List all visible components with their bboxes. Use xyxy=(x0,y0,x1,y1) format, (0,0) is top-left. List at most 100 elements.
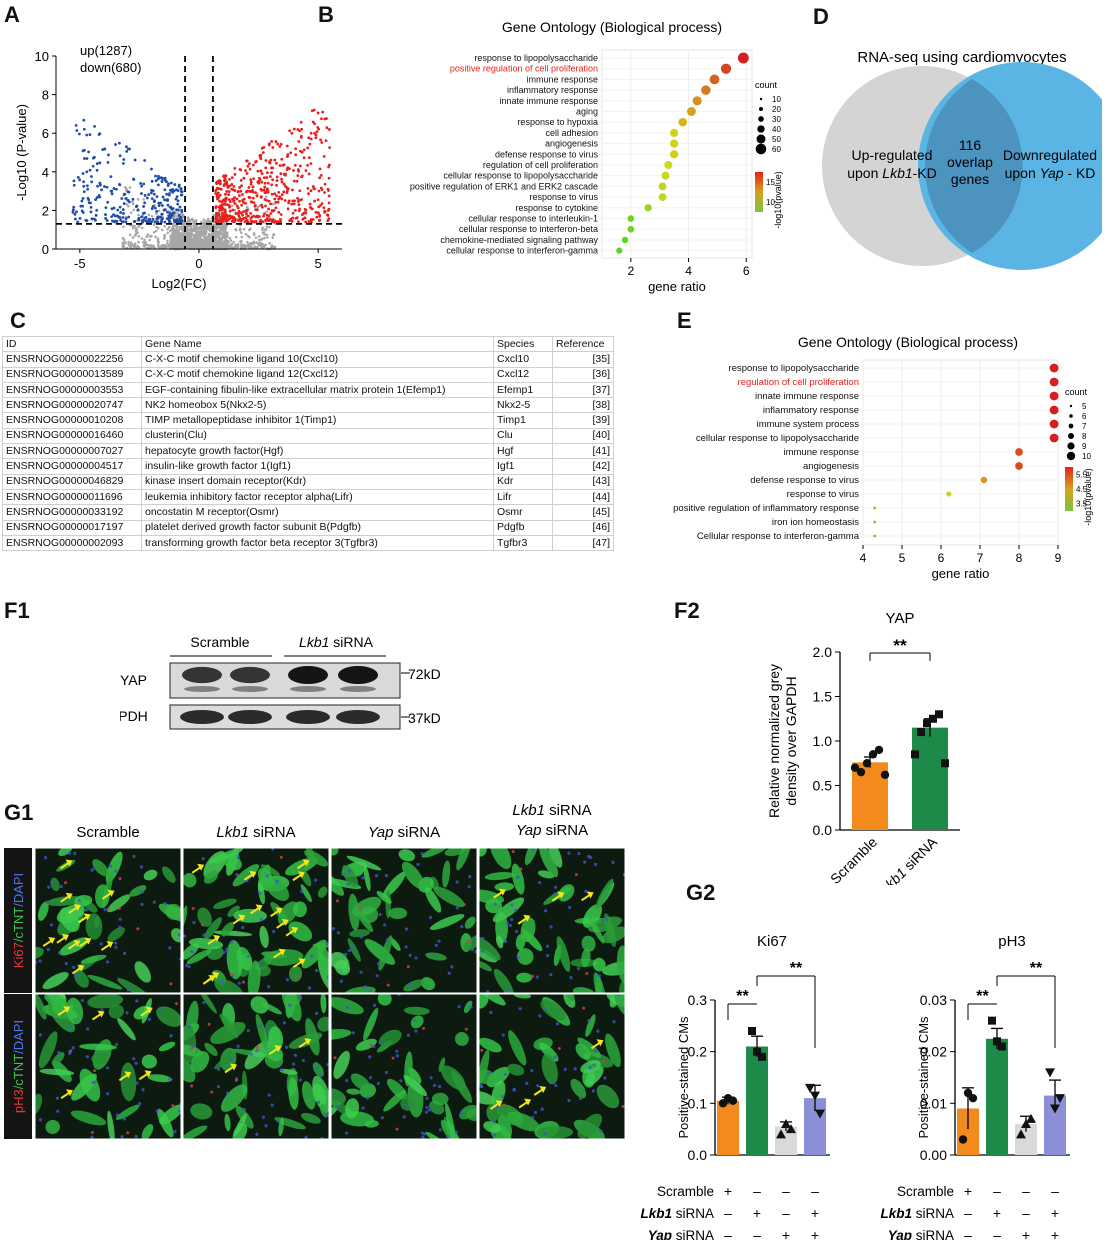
volcano-point-down xyxy=(179,193,183,197)
volcano-point-ns xyxy=(216,243,220,246)
nucleus xyxy=(588,1065,592,1069)
volcano-point-up xyxy=(306,146,310,150)
volcano-point-down xyxy=(95,208,99,212)
significance-label: ** xyxy=(790,960,803,977)
fluorescence-image xyxy=(35,848,181,993)
y-tick-label: 2 xyxy=(42,203,49,218)
volcano-point-up xyxy=(271,178,275,182)
nucleus xyxy=(359,970,363,974)
nucleus xyxy=(429,1076,433,1080)
positive-nucleus xyxy=(574,873,578,877)
volcano-point-down xyxy=(110,192,114,196)
positive-nucleus xyxy=(466,940,470,944)
nucleus xyxy=(459,1111,464,1116)
cardiomyocyte xyxy=(429,914,465,930)
volcano-point-down xyxy=(141,220,145,224)
cardiomyocyte xyxy=(39,1068,75,1076)
cardiomyocyte xyxy=(79,1068,101,1102)
volcano-point-up xyxy=(265,187,269,191)
volcano-point-ns xyxy=(129,211,133,215)
positive-nucleus xyxy=(241,980,245,984)
volcano-point-down xyxy=(104,206,108,210)
volcano-point-up xyxy=(247,185,251,189)
cardiomyocyte xyxy=(210,1021,246,1045)
volcano-point-down xyxy=(169,181,173,185)
cardiomyocyte xyxy=(312,1062,324,1078)
category-label: response to hypoxia xyxy=(517,117,598,127)
volcano-point-down xyxy=(178,219,181,223)
cardiomyocyte xyxy=(421,848,449,858)
volcano-point-ns xyxy=(242,227,246,231)
volcano-point-ns xyxy=(162,237,166,240)
table-cell-species: Hgf xyxy=(493,443,553,460)
volcano-point-down xyxy=(146,220,150,224)
volcano-point-up xyxy=(318,176,322,180)
condition-sign: – xyxy=(724,1205,732,1221)
volcano-point-up xyxy=(275,183,278,187)
volcano-point-ns xyxy=(156,226,160,230)
category-label: cellular response to lipopolysaccharide xyxy=(696,433,859,444)
data-point xyxy=(1026,1113,1036,1123)
volcano-point-up xyxy=(302,148,306,152)
nucleus xyxy=(374,874,379,878)
legend-size-label: 9 xyxy=(1082,442,1087,451)
positive-nucleus xyxy=(395,1127,399,1131)
nucleus xyxy=(468,874,472,879)
table-row: ENSRNOG00000002093 transforming growth fa… xyxy=(2,534,614,552)
go-bubble xyxy=(1049,391,1059,401)
cardiomyocyte xyxy=(538,848,559,878)
venn-overlap-line1: 116 xyxy=(959,137,982,153)
table-cell-reference: [45] xyxy=(552,504,614,521)
cardiomyocyte xyxy=(349,929,370,938)
volcano-point-up xyxy=(292,127,296,131)
nucleus xyxy=(372,1003,377,1007)
volcano-point-down xyxy=(122,162,125,165)
volcano-point-ns xyxy=(182,213,185,217)
volcano-point-ns xyxy=(219,232,222,235)
nucleus xyxy=(155,1109,159,1113)
cardiomyocyte xyxy=(602,926,625,944)
table-cell-gene-name: clusterin(Clu) xyxy=(141,427,494,445)
volcano-point-down xyxy=(106,160,110,164)
nucleus xyxy=(553,892,557,896)
volcano-point-up xyxy=(266,171,269,174)
volcano-point-up xyxy=(274,206,278,210)
volcano-point-down xyxy=(163,178,167,182)
cardiomyocyte xyxy=(356,909,374,933)
cardiomyocyte xyxy=(398,849,416,862)
volcano-point-down xyxy=(112,187,116,190)
volcano-point-up xyxy=(295,216,299,220)
nucleus xyxy=(271,848,275,851)
volcano-point-ns xyxy=(137,240,140,244)
nucleus xyxy=(447,971,451,975)
table-cell-id: ENSRNOG00000002093 xyxy=(2,534,142,552)
cardiomyocyte xyxy=(388,907,408,920)
data-point xyxy=(923,719,931,728)
nucleus xyxy=(425,1105,429,1110)
nucleus xyxy=(267,985,271,989)
volcano-point-up xyxy=(266,181,270,185)
nucleus xyxy=(516,955,520,960)
table-cell-gene-name: transforming growth factor beta receptor… xyxy=(141,534,494,552)
significance-label: ** xyxy=(976,988,989,1005)
volcano-point-ns xyxy=(143,238,146,242)
volcano-point-up xyxy=(259,195,263,199)
volcano-point-ns xyxy=(206,217,210,221)
nucleus xyxy=(106,1092,110,1096)
cardiomyocyte xyxy=(558,884,575,902)
condition-sign: + xyxy=(753,1205,761,1221)
volcano-point-down xyxy=(124,145,128,149)
marker-arrow-head xyxy=(498,888,506,896)
cardiomyocyte xyxy=(400,1096,415,1111)
volcano-point-up xyxy=(297,209,301,213)
volcano-point-down xyxy=(151,217,155,221)
y-tick-label: 8 xyxy=(42,88,49,103)
volcano-point-down xyxy=(156,183,160,187)
data-point xyxy=(862,759,872,768)
volcano-point-up xyxy=(295,179,299,183)
nucleus xyxy=(99,942,103,946)
volcano-point-ns xyxy=(261,231,265,235)
positive-nucleus xyxy=(90,1130,94,1134)
